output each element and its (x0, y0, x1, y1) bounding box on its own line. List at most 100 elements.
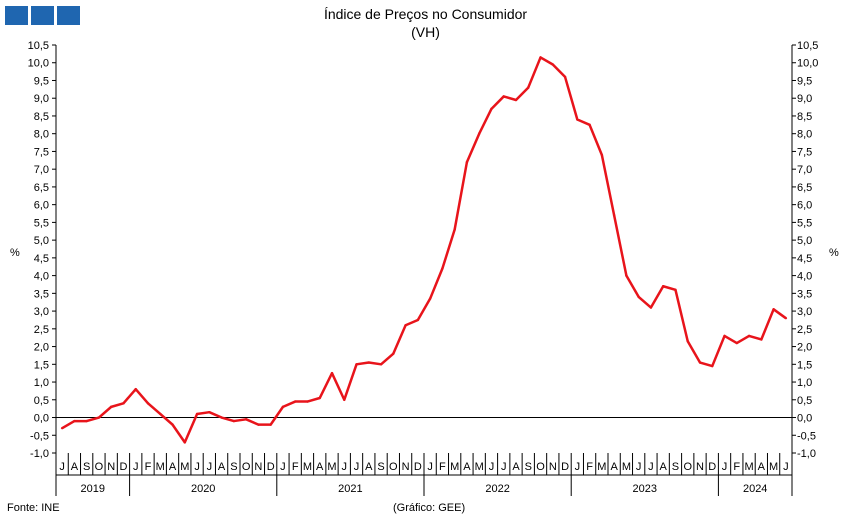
y-tick-label-left: 8,0 (34, 129, 49, 141)
data-point (171, 423, 174, 426)
data-point (269, 423, 272, 426)
y-tick-label-right: 7,0 (797, 164, 812, 176)
y-tick-label-right: 5,0 (797, 235, 812, 247)
month-label: J (427, 461, 433, 473)
month-label: M (327, 461, 336, 473)
month-label: F (586, 461, 593, 473)
month-label: J (133, 461, 139, 473)
month-label: M (450, 461, 459, 473)
data-point (576, 118, 579, 121)
month-label: J (722, 461, 728, 473)
data-point (698, 361, 702, 364)
logo (5, 6, 80, 25)
data-point (379, 363, 383, 366)
data-point (711, 364, 714, 368)
y-tick-label-right: 7,5 (797, 146, 812, 158)
data-point (146, 402, 150, 405)
y-tick-label-right: 2,0 (797, 342, 812, 354)
month-label: O (242, 461, 251, 473)
month-label: A (758, 461, 766, 473)
month-label: M (156, 461, 165, 473)
y-tick-label-right: 4,0 (797, 271, 812, 283)
month-label: S (230, 461, 237, 473)
data-point (441, 267, 444, 270)
y-tick-label-right: 10,0 (797, 58, 818, 70)
y-tick-label-left: 2,0 (34, 342, 49, 354)
month-label: F (292, 461, 299, 473)
data-point (453, 228, 456, 231)
y-tick-label-left: 4,0 (34, 271, 49, 283)
month-label: A (660, 461, 668, 473)
data-point (110, 405, 113, 409)
y-tick-label-right: 6,0 (797, 200, 812, 212)
y-tick-label-left: 7,0 (34, 164, 49, 176)
data-point (122, 402, 125, 405)
y-tick-label-left: 6,0 (34, 200, 49, 212)
data-point (625, 274, 628, 277)
y-tick-label-left: 5,5 (34, 217, 49, 229)
year-label: 2021 (338, 483, 362, 495)
series-layer (60, 56, 788, 444)
year-label: 2024 (743, 483, 767, 495)
month-label: O (536, 461, 545, 473)
month-label: D (708, 461, 716, 473)
line-chart: -1,0 -1,0 -0,5 -0,5 0,0 0,0 0,5 0,5 1,0 1,0 1,5 1,5… (10, 40, 839, 496)
data-point (428, 297, 432, 300)
month-label: J (783, 461, 789, 473)
month-label: J (575, 461, 581, 473)
y-tick-label-right: 9,5 (797, 75, 812, 87)
month-label: F (145, 461, 152, 473)
month-label: A (218, 461, 226, 473)
y-tick-label-right: 1,5 (797, 359, 812, 371)
month-label: A (71, 461, 79, 473)
data-point (735, 341, 738, 345)
data-point (220, 416, 223, 419)
data-point (159, 412, 162, 416)
y-tick-label-right: 4,5 (797, 253, 812, 265)
month-label: N (696, 461, 704, 473)
y-tick-label-right: 8,5 (797, 111, 812, 123)
data-point (563, 75, 567, 79)
data-point (465, 160, 469, 164)
y-tick-label-left: 7,5 (34, 146, 49, 158)
data-point (588, 123, 591, 127)
month-label: O (389, 461, 398, 473)
y-tick-label-left: 9,5 (34, 75, 49, 87)
month-label: M (303, 461, 312, 473)
month-label: S (525, 461, 532, 473)
y-tick-label-left: 0,0 (34, 413, 49, 425)
data-point (514, 98, 518, 102)
y-tick-label-left: 2,5 (34, 324, 49, 336)
data-point (490, 107, 493, 111)
month-label: J (342, 461, 348, 473)
y-tick-label-right: 2,5 (797, 324, 812, 336)
data-point (760, 338, 763, 341)
y-tick-label-left: 6,5 (34, 182, 49, 194)
month-label: D (561, 461, 569, 473)
y-tick-label-left: 1,5 (34, 359, 49, 371)
credit-note: (Gráfico: GEE) (393, 502, 466, 514)
month-label: A (169, 461, 177, 473)
y-tick-label-right: -0,5 (797, 430, 816, 442)
data-point (195, 412, 199, 416)
data-point (343, 398, 346, 401)
month-label: O (683, 461, 692, 473)
y-tick-label-left: 3,5 (34, 288, 49, 300)
data-point (306, 400, 309, 403)
month-label: M (597, 461, 606, 473)
month-label: J (648, 461, 654, 473)
data-point (662, 285, 665, 288)
data-point (392, 352, 395, 355)
data-point (281, 405, 285, 409)
data-point (60, 426, 64, 430)
logo-block (31, 6, 54, 25)
data-point (416, 318, 420, 322)
y-axis-label-left: % (10, 247, 20, 259)
data-point (183, 441, 186, 444)
logo-block (57, 6, 80, 25)
month-label: M (622, 461, 631, 473)
y-tick-label-right: 0,0 (797, 413, 812, 425)
data-point (539, 56, 542, 59)
y-tick-label-left: 10,0 (28, 58, 49, 70)
month-label: J (501, 461, 507, 473)
